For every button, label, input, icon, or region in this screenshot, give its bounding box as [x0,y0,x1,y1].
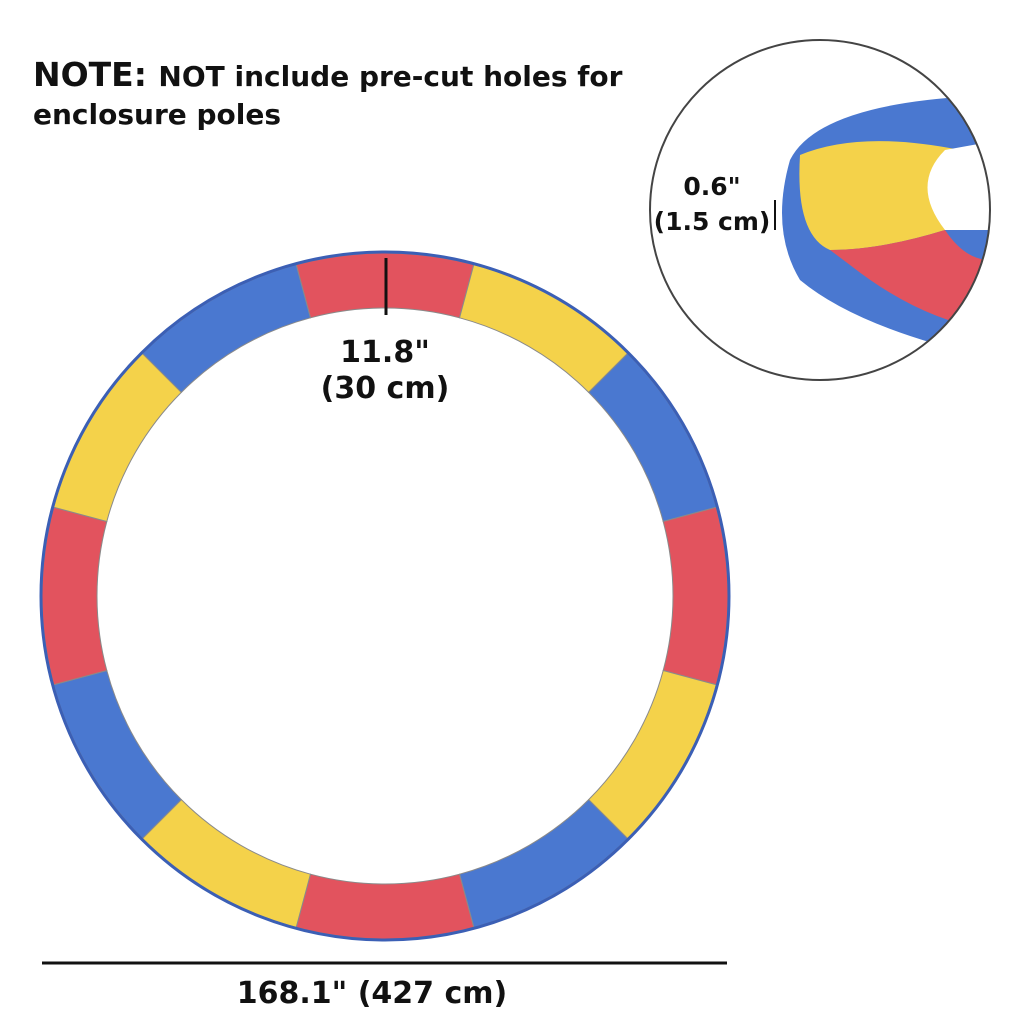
diameter-label: 168.1" (427 cm) [237,976,508,1011]
ring-segment [41,506,108,686]
note-label: NOTE: NOT include pre-cut holes for [33,55,623,94]
thickness-metric: (1.5 cm) [654,207,771,236]
inset-frame [649,39,991,381]
ring [41,252,729,940]
ring-segment [662,506,729,686]
width-metric: (30 cm) [321,371,450,406]
ring-segment [295,873,475,940]
ring-edge [39,250,731,942]
note-text: enclosure poles [33,98,281,131]
thickness-imperial: 0.6" [683,172,740,201]
inset-detail [782,95,990,360]
width-imperial: 11.8" [340,335,430,370]
